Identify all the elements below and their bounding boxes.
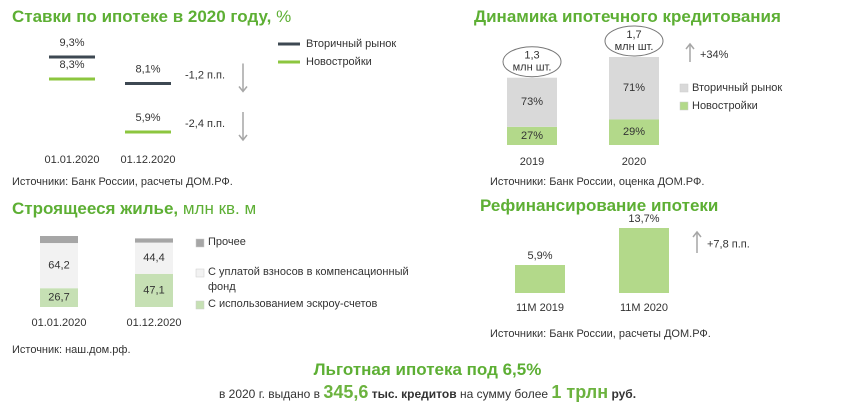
- chart-title-text: Ставки по ипотеке в 2020 году,: [12, 7, 271, 26]
- arrow-head: [238, 86, 248, 93]
- chart-title: Рефинансирование ипотеки: [480, 196, 718, 215]
- annotation: +34%: [700, 49, 729, 61]
- value-label: 9,3%: [59, 37, 84, 49]
- arrow-head: [692, 230, 702, 238]
- value-label: 64,2: [48, 260, 69, 272]
- legend-label: Новостройки: [306, 56, 372, 68]
- value-label: 47,1: [143, 284, 164, 296]
- source: Источник: наш.дом.рф.: [12, 344, 131, 356]
- legend-label-box: С использованием эскроу-счетов: [208, 298, 378, 310]
- footer-text: руб.: [611, 387, 637, 401]
- chart-title: Ставки по ипотеке в 2020 году, %: [12, 7, 291, 26]
- source: Источники: Банк России, расчеты ДОМ.РФ.: [490, 328, 711, 340]
- bar: [619, 228, 669, 293]
- chart-title: Динамика ипотечного кредитования: [474, 7, 781, 26]
- annotation: -2,4 п.п.: [185, 118, 225, 130]
- total-label: 1,3: [524, 50, 539, 62]
- infographic: Ставки по ипотеке в 2020 году, % Источник…: [12, 7, 782, 356]
- x-tick-label: 11M 2020: [620, 302, 668, 314]
- value-label: 27%: [521, 130, 543, 142]
- legend-label: Вторичный рынок: [692, 82, 782, 94]
- bar: [515, 265, 565, 293]
- total-label: млн шт.: [513, 62, 552, 74]
- bar-segment: [135, 273, 173, 307]
- legend-swatch: [679, 101, 689, 111]
- value-label: 26,7: [48, 292, 69, 304]
- legend-swatch: [195, 238, 205, 248]
- footer-line: в 2020 г. выдано в 345,6 тыс. кредитов н…: [0, 382, 855, 403]
- total-label: млн шт.: [615, 41, 654, 53]
- footer-number: 1 трлн: [551, 382, 609, 402]
- legend-label-box: С уплатой взносов в компенсационный фонд: [208, 266, 409, 293]
- arrow-head: [238, 134, 248, 142]
- total-bubble: [502, 46, 562, 78]
- legend-label: С уплатой взносов в компенсационный фонд: [208, 266, 409, 293]
- legend-swatch: [195, 268, 205, 278]
- chart-title-text: Строящееся жилье,: [12, 199, 178, 218]
- value-label: 13,7%: [628, 213, 659, 225]
- x-tick-label: 01.12.2020: [120, 154, 175, 166]
- footer-text: тыс. кредитов: [371, 387, 457, 401]
- annotation: +7,8 п.п.: [707, 238, 750, 250]
- value-label: 29%: [623, 126, 645, 138]
- chart-title-unit: %: [276, 7, 291, 26]
- legend-swatch: [679, 83, 689, 93]
- legend-label-box: Прочее: [208, 236, 246, 248]
- value-label: 71%: [623, 82, 645, 94]
- bar-segment: [609, 57, 659, 120]
- value-label: 8,1%: [135, 63, 160, 75]
- bar-segment: [40, 236, 78, 244]
- value-label: 5,9%: [527, 250, 552, 262]
- chart-title-text: Динамика ипотечного кредитования: [474, 7, 781, 26]
- total-label: 1,7: [626, 29, 641, 41]
- value-label: 73%: [521, 96, 543, 108]
- bar-segment: [40, 288, 78, 307]
- footer-text: в 2020 г. выдано в: [218, 387, 320, 401]
- x-tick-label: 2020: [622, 156, 646, 168]
- legend-label: Новостройки: [692, 100, 758, 112]
- footer-text: на сумму более: [459, 387, 549, 401]
- footer: Льготная ипотека под 6,5% в 2020 г. выда…: [0, 360, 855, 403]
- bar-segment: [135, 242, 173, 274]
- chart-title: Строящееся жилье, млн кв. м: [12, 199, 256, 218]
- arrow-head: [685, 42, 695, 50]
- x-tick-label: 01.01.2020: [44, 154, 99, 166]
- footer-number: 345,6: [323, 382, 369, 402]
- bar-segment: [507, 126, 557, 145]
- source: Источники: Банк России, расчеты ДОМ.РФ.: [12, 176, 233, 188]
- legend-label: Вторичный рынок: [306, 38, 396, 50]
- x-tick-label: 01.01.2020: [31, 317, 86, 329]
- bar-segment: [135, 238, 173, 243]
- value-label: 44,4: [143, 252, 164, 264]
- x-tick-label: 11M 2019: [516, 302, 564, 314]
- legend-label: Прочее: [208, 236, 246, 248]
- annotation: -1,2 п.п.: [185, 69, 225, 81]
- bar-segment: [609, 119, 659, 145]
- value-label: 5,9%: [135, 112, 160, 124]
- source: Источники: Банк России, оценка ДОМ.РФ.: [490, 176, 704, 188]
- legend-swatch: [195, 300, 205, 310]
- total-bubble: [604, 25, 664, 57]
- bar-segment: [507, 77, 557, 127]
- chart-title-unit: млн кв. м: [183, 199, 256, 218]
- bar-segment: [40, 243, 78, 289]
- footer-title: Льготная ипотека под 6,5%: [313, 360, 542, 379]
- chart-title-text: Рефинансирование ипотеки: [480, 196, 718, 215]
- x-tick-label: 2019: [520, 156, 544, 168]
- x-tick-label: 01.12.2020: [126, 317, 181, 329]
- value-label: 8,3%: [59, 59, 84, 71]
- legend-label: С использованием эскроу-счетов: [208, 298, 378, 310]
